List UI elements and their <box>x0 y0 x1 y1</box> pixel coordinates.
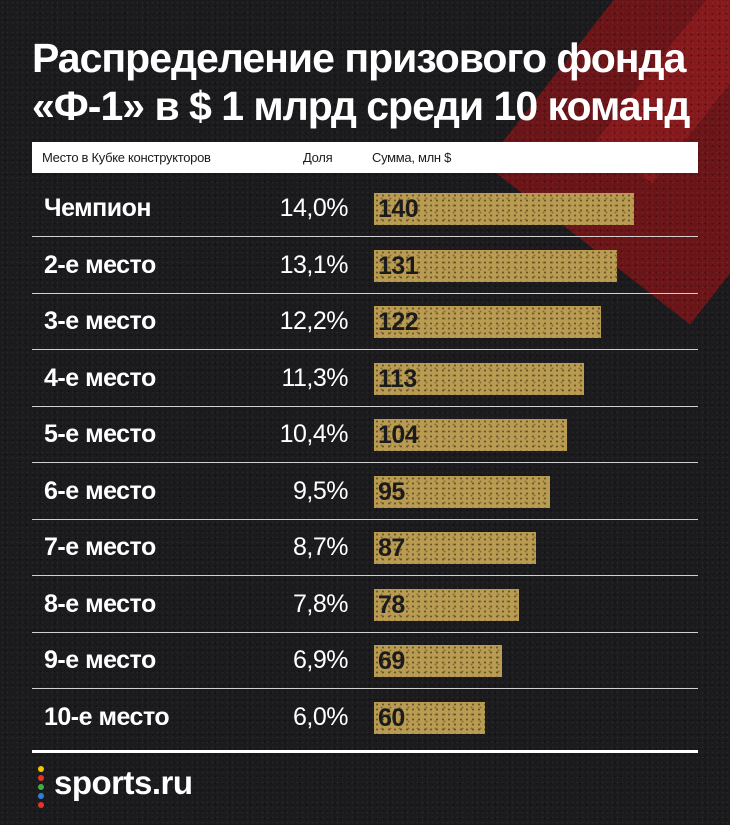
header-share: Доля <box>303 150 333 165</box>
chart-bar: 140 <box>374 193 634 225</box>
bar-value-label: 122 <box>378 308 419 336</box>
chart-bar: 69 <box>374 645 503 677</box>
row-place-label: 10-е место <box>44 702 170 731</box>
row-place-label: 5-е место <box>44 420 156 448</box>
chart-title-line-1: Распределение призового фонда <box>32 35 686 81</box>
chart-row: 5-е место 10,4% 104 <box>32 406 698 463</box>
header-sum: Сумма, млн $ <box>372 150 452 165</box>
chart-row: 3-е место 12,2% 122 <box>32 293 698 350</box>
chart-bar: 113 <box>374 362 584 395</box>
chart-row: 2-е место 13,1% 131 <box>32 237 698 294</box>
row-share-value: 8,7% <box>293 533 348 561</box>
row-place-label: 3-е место <box>44 307 156 335</box>
row-place-label: 8-е место <box>44 589 156 618</box>
bar-value-label: 131 <box>378 251 419 280</box>
row-place-label: 9-е место <box>44 646 156 674</box>
row-share-value: 9,5% <box>293 476 348 505</box>
row-share-value: 12,2% <box>279 307 349 335</box>
chart-row: 10-е место 6,0% 60 <box>32 689 698 745</box>
row-place-label: 4-е место <box>44 363 156 392</box>
bar-value-label: 69 <box>378 647 405 675</box>
row-share-value: 6,9% <box>293 646 348 674</box>
bar-value-label: 87 <box>378 534 405 562</box>
brand-name: sports.ru <box>54 764 193 801</box>
row-share-value: 14,0% <box>279 194 349 222</box>
logo-dot <box>38 775 44 781</box>
row-place-label: 7-е место <box>44 533 156 561</box>
row-share-value: 7,8% <box>293 589 348 618</box>
bar-value-label: 78 <box>378 590 405 619</box>
logo-dot <box>38 784 44 790</box>
chart-bar: 104 <box>374 419 568 451</box>
bottom-divider <box>32 750 698 753</box>
logo-dot <box>38 766 44 772</box>
chart-row: Чемпион 14,0% 140 <box>32 180 698 237</box>
chart-row: 9-е место 6,9% 69 <box>32 632 698 689</box>
bar-value-label: 140 <box>378 195 419 223</box>
chart-row: 4-е место 11,3% 113 <box>32 350 698 407</box>
logo-dot <box>38 802 44 808</box>
chart-bar: 87 <box>374 532 536 564</box>
chart-bar: 95 <box>374 475 551 508</box>
chart-bar: 78 <box>374 588 519 621</box>
row-place-label: 6-е место <box>44 476 156 505</box>
header-place: Место в Кубке конструкторов <box>42 150 211 165</box>
chart-row: 7-е место 8,7% 87 <box>32 519 698 576</box>
table-header: Место в Кубке конструкторов Доля Сумма, … <box>32 142 698 173</box>
logo-dot <box>38 793 44 799</box>
row-share-value: 10,4% <box>279 420 349 448</box>
chart-bar: 131 <box>374 249 618 282</box>
chart-title-line-2: «Ф-1» в $ 1 млрд среди 10 команд <box>32 83 690 129</box>
row-share-value: 6,0% <box>293 702 348 731</box>
row-place-label: Чемпион <box>44 194 151 222</box>
chart-bar: 60 <box>374 701 486 734</box>
row-share-value: 11,3% <box>281 363 348 392</box>
chart-bar: 122 <box>374 306 601 338</box>
row-share-value: 13,1% <box>279 250 349 279</box>
bar-value-label: 95 <box>378 477 405 506</box>
sports-ru-dots-icon <box>38 766 46 811</box>
chart-row: 8-е место 7,8% 78 <box>32 576 698 633</box>
chart-title: Распределение призового фонда «Ф-1» в $ … <box>32 34 712 130</box>
bar-value-label: 104 <box>378 421 419 449</box>
bar-value-label: 113 <box>378 364 417 393</box>
chart-row: 6-е место 9,5% 95 <box>32 463 698 520</box>
bar-value-label: 60 <box>378 703 405 732</box>
row-place-label: 2-е место <box>44 250 156 279</box>
